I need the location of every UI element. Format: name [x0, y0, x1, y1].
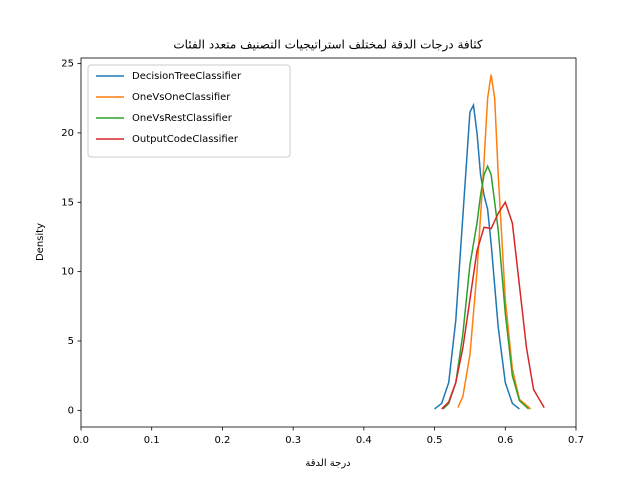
y-tick-label: 15: [61, 197, 74, 208]
chart-title: كثافة درجات الدقة لمختلف استراتيجيات الت…: [173, 38, 483, 53]
x-axis-label: درجة الدقة: [305, 458, 350, 469]
y-axis-label: Density: [35, 223, 46, 261]
x-tick-label: 0.0: [73, 435, 89, 446]
density-line: [442, 164, 530, 410]
x-tick-label: 0.7: [568, 435, 584, 446]
x-tick-label: 0.3: [285, 435, 301, 446]
x-tick-label: 0.1: [144, 435, 160, 446]
density-line: [441, 200, 545, 410]
density-line: [457, 74, 532, 410]
legend-label: OneVsOneClassifier: [132, 92, 231, 103]
y-tick-label: 10: [61, 267, 74, 278]
x-tick-label: 0.5: [427, 435, 443, 446]
legend-label: OutputCodeClassifier: [132, 134, 239, 145]
legend-label: OneVsRestClassifier: [132, 113, 233, 124]
density-line: [434, 102, 520, 410]
y-tick-label: 20: [61, 128, 74, 139]
y-tick-label: 5: [68, 336, 74, 347]
y-tick-label: 25: [61, 59, 74, 70]
legend-box: [87, 64, 291, 158]
x-tick-label: 0.2: [214, 435, 230, 446]
x-tick-label: 0.4: [356, 435, 372, 446]
legend-label: DecisionTreeClassifier: [132, 71, 242, 82]
x-tick-label: 0.6: [497, 435, 513, 446]
plot-frame: [80, 57, 577, 428]
y-tick-label: 0: [68, 405, 74, 416]
